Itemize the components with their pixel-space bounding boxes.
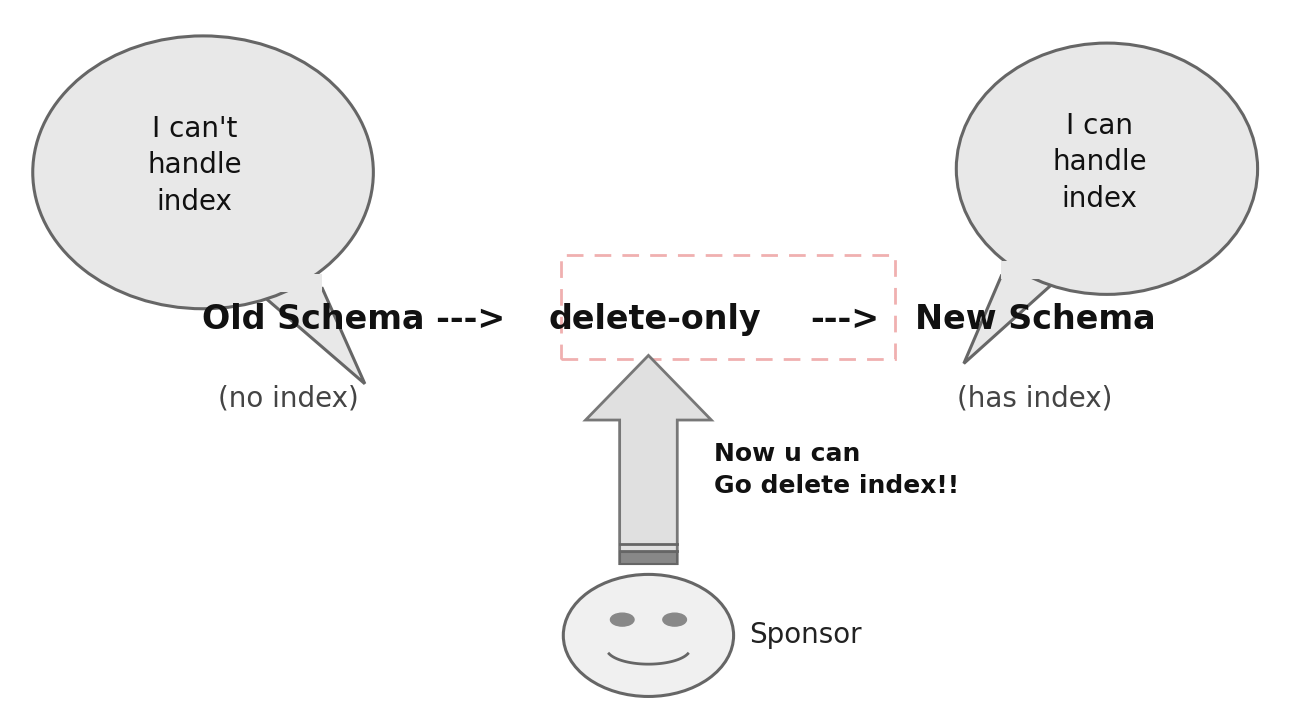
Text: I can't
handle
index: I can't handle index [147, 115, 242, 216]
Ellipse shape [956, 43, 1258, 294]
Polygon shape [254, 288, 364, 383]
Text: I can
handle
index: I can handle index [1052, 111, 1146, 213]
Text: (no index): (no index) [217, 385, 359, 412]
Ellipse shape [33, 36, 373, 309]
Text: Old Schema --->: Old Schema ---> [202, 303, 506, 336]
Text: Now u can
Go delete index!!: Now u can Go delete index!! [714, 442, 959, 498]
Ellipse shape [563, 574, 734, 696]
Circle shape [610, 613, 634, 626]
Text: Sponsor: Sponsor [749, 622, 862, 649]
Polygon shape [1001, 261, 1062, 279]
Text: New Schema: New Schema [914, 303, 1155, 336]
FancyBboxPatch shape [620, 552, 677, 564]
Polygon shape [254, 274, 322, 292]
Circle shape [663, 613, 686, 626]
Text: delete-only: delete-only [549, 303, 761, 336]
Polygon shape [586, 355, 711, 564]
Polygon shape [964, 276, 1062, 363]
Text: --->: ---> [811, 303, 879, 336]
Text: (has index): (has index) [958, 385, 1112, 412]
